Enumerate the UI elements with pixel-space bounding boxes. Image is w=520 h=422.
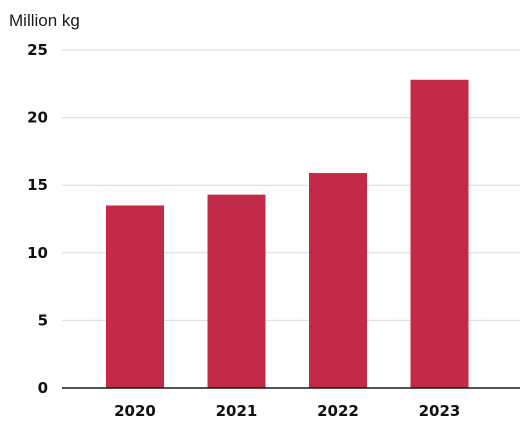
- bars: [106, 79, 469, 388]
- x-axis-ticks: 2020 2021 2022 2023: [114, 402, 460, 420]
- x-tick-label: 2023: [419, 402, 461, 420]
- y-tick-label: 5: [38, 311, 48, 329]
- x-tick-label: 2021: [216, 402, 258, 420]
- y-axis-unit-label: Million kg: [9, 11, 80, 30]
- bar-2023: [410, 79, 469, 388]
- y-axis-ticks: 0 5 10 15 20 25: [27, 41, 48, 397]
- bar-2022: [309, 173, 367, 388]
- bar-2021: [207, 194, 266, 388]
- x-tick-label: 2020: [114, 402, 156, 420]
- y-tick-label: 10: [27, 244, 48, 262]
- y-tick-label: 0: [38, 379, 48, 397]
- y-tick-label: 20: [27, 109, 48, 127]
- bar-2020: [106, 205, 164, 388]
- y-tick-label: 25: [27, 41, 48, 59]
- x-tick-label: 2022: [317, 402, 359, 420]
- y-tick-label: 15: [27, 176, 48, 194]
